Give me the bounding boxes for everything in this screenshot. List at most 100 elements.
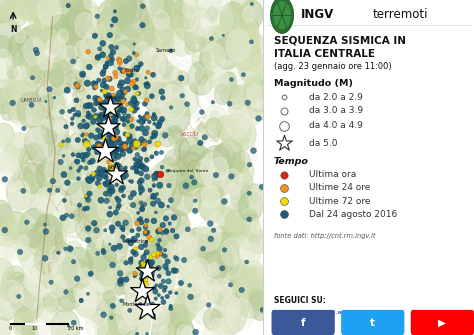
Point bbox=[228, 174, 235, 179]
Point bbox=[89, 177, 97, 182]
Circle shape bbox=[98, 98, 118, 124]
Circle shape bbox=[103, 306, 116, 322]
Circle shape bbox=[125, 116, 139, 136]
Point bbox=[137, 178, 145, 183]
Point bbox=[144, 259, 151, 264]
Circle shape bbox=[7, 65, 18, 79]
Point bbox=[200, 246, 207, 251]
Point bbox=[140, 264, 148, 270]
Circle shape bbox=[1, 0, 29, 28]
Point bbox=[99, 151, 107, 156]
Circle shape bbox=[164, 98, 191, 133]
Circle shape bbox=[182, 167, 191, 179]
Circle shape bbox=[12, 0, 43, 21]
Circle shape bbox=[78, 205, 91, 222]
Circle shape bbox=[0, 123, 14, 148]
Circle shape bbox=[110, 109, 136, 142]
Circle shape bbox=[213, 20, 245, 60]
Point bbox=[20, 126, 27, 131]
Point bbox=[33, 51, 41, 56]
Circle shape bbox=[117, 71, 142, 103]
Point bbox=[120, 107, 128, 113]
Point bbox=[134, 152, 141, 157]
Point bbox=[143, 97, 151, 103]
Circle shape bbox=[242, 243, 260, 267]
Point bbox=[144, 80, 151, 86]
Circle shape bbox=[41, 107, 51, 119]
Circle shape bbox=[113, 46, 132, 70]
Text: Visso: Visso bbox=[104, 95, 117, 99]
Point bbox=[118, 185, 126, 190]
Circle shape bbox=[47, 8, 75, 44]
Point bbox=[135, 91, 143, 96]
Point bbox=[99, 41, 107, 46]
Circle shape bbox=[20, 143, 45, 175]
Circle shape bbox=[175, 320, 194, 335]
Point bbox=[108, 23, 116, 28]
Circle shape bbox=[43, 91, 65, 120]
Circle shape bbox=[231, 182, 253, 209]
Point bbox=[116, 244, 123, 249]
Circle shape bbox=[214, 84, 230, 105]
Point bbox=[146, 235, 153, 240]
Circle shape bbox=[89, 97, 110, 125]
Circle shape bbox=[95, 86, 116, 113]
Circle shape bbox=[51, 271, 73, 299]
Circle shape bbox=[136, 177, 161, 209]
Circle shape bbox=[232, 150, 250, 173]
Circle shape bbox=[96, 103, 118, 132]
Circle shape bbox=[182, 232, 207, 264]
Point bbox=[106, 76, 113, 82]
Circle shape bbox=[43, 0, 62, 23]
Circle shape bbox=[72, 135, 82, 149]
Circle shape bbox=[149, 79, 172, 108]
Circle shape bbox=[61, 212, 78, 233]
Circle shape bbox=[221, 295, 240, 319]
Point bbox=[131, 84, 139, 90]
Circle shape bbox=[177, 164, 202, 197]
Point bbox=[301, 130, 308, 136]
Circle shape bbox=[214, 0, 228, 10]
Point bbox=[143, 111, 151, 116]
Point bbox=[137, 116, 145, 121]
Point bbox=[162, 284, 169, 290]
Point bbox=[137, 216, 145, 221]
Point bbox=[126, 178, 133, 184]
Point bbox=[77, 298, 85, 303]
Circle shape bbox=[0, 237, 14, 262]
Point bbox=[134, 91, 141, 96]
Circle shape bbox=[45, 156, 68, 185]
Circle shape bbox=[102, 150, 119, 171]
Point bbox=[158, 295, 166, 300]
Circle shape bbox=[205, 119, 223, 141]
Circle shape bbox=[192, 49, 208, 69]
Point bbox=[96, 147, 104, 153]
Point bbox=[123, 277, 130, 282]
Circle shape bbox=[0, 146, 23, 178]
Point bbox=[135, 217, 143, 222]
Point bbox=[94, 55, 102, 60]
Text: INGV: INGV bbox=[301, 8, 334, 21]
Point bbox=[164, 279, 172, 284]
Point bbox=[118, 186, 125, 191]
Circle shape bbox=[225, 258, 241, 279]
Circle shape bbox=[159, 61, 173, 77]
Circle shape bbox=[85, 188, 114, 225]
Point bbox=[87, 271, 94, 276]
Point bbox=[108, 86, 116, 91]
Circle shape bbox=[98, 200, 112, 219]
Point bbox=[85, 147, 92, 152]
Circle shape bbox=[162, 41, 170, 52]
Circle shape bbox=[145, 237, 157, 253]
Point bbox=[108, 125, 115, 130]
Circle shape bbox=[94, 105, 111, 126]
Circle shape bbox=[135, 46, 148, 63]
Point bbox=[101, 103, 109, 108]
Circle shape bbox=[170, 234, 178, 245]
Circle shape bbox=[98, 7, 124, 41]
Circle shape bbox=[37, 50, 53, 70]
Circle shape bbox=[81, 49, 97, 69]
Point bbox=[137, 171, 145, 176]
Circle shape bbox=[39, 78, 52, 95]
Circle shape bbox=[23, 186, 40, 208]
